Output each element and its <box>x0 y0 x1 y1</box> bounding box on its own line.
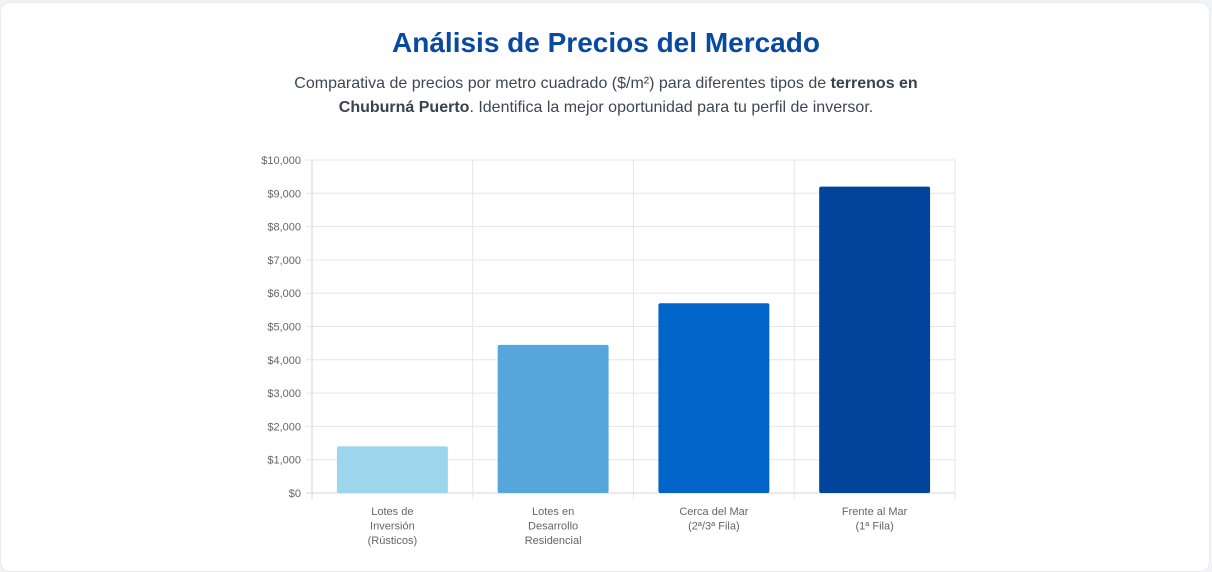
y-tick-label: $8,000 <box>267 222 301 234</box>
x-category-label: (Rústicos) <box>368 535 418 547</box>
y-tick-label: $6,000 <box>267 288 301 300</box>
x-category-label: Lotes de <box>371 506 413 518</box>
y-tick-label: $5,000 <box>267 322 301 334</box>
y-tick-label: $2,000 <box>267 421 301 433</box>
x-category-label: Residencial <box>525 535 582 547</box>
x-category-label: Frente al Mar <box>842 506 908 518</box>
x-category-label: Lotes en <box>532 506 574 518</box>
y-tick-label: $4,000 <box>267 355 301 367</box>
subtitle-text-bold: terrenos en Chuburná Puerto <box>338 75 918 116</box>
page-subtitle: Comparativa de precios por metro cuadrad… <box>256 72 956 120</box>
y-tick-label: $1,000 <box>267 455 301 467</box>
subtitle-text-end: . Identifica la mejor oportunidad para t… <box>469 99 874 116</box>
bar <box>819 186 931 493</box>
y-tick-label: $10,000 <box>261 155 301 167</box>
x-category-label: Desarrollo <box>528 521 578 533</box>
y-tick-label: $3,000 <box>267 388 301 400</box>
x-category-label: Inversión <box>370 521 415 533</box>
bar <box>497 344 609 493</box>
subtitle-text-start: Comparativa de precios por metro cuadrad… <box>294 75 831 92</box>
x-category-label: (2ª/3ª Fila) <box>688 521 740 533</box>
bar <box>658 303 770 493</box>
y-tick-label: $9,000 <box>267 188 301 200</box>
y-tick-label: $0 <box>289 488 301 500</box>
page-title: Análisis de Precios del Mercado <box>392 27 820 58</box>
x-category-label: (1ª Fila) <box>855 521 893 533</box>
x-category-label: Cerca del Mar <box>679 506 748 518</box>
bar <box>336 446 448 493</box>
y-tick-label: $7,000 <box>267 255 301 267</box>
